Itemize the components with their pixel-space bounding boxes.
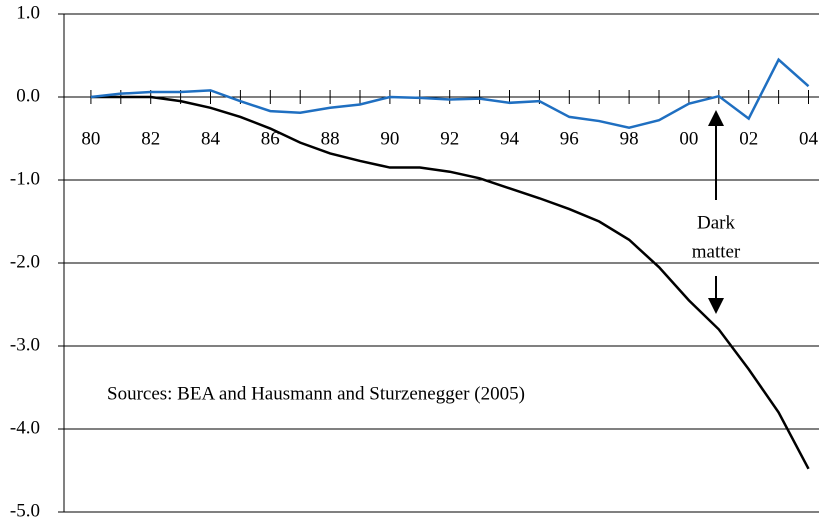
x-tick-label: 84 [201,128,221,149]
y-tick-label: -1.0 [10,168,40,189]
x-tick-label: 88 [321,128,340,149]
annotation: Dark [697,212,735,233]
x-tick-label: 94 [500,128,520,149]
x-tick-label: 98 [620,128,639,149]
x-tick-label: 86 [261,128,280,149]
x-tick-label: 82 [141,128,160,149]
y-tick-label: 1.0 [16,2,40,23]
line [90,57,810,129]
y-tick-label: -5.0 [10,500,40,521]
y-tick-label: -2.0 [10,251,40,272]
source: Sources: BEA and Hausmann and Sturzenegg… [107,383,525,404]
y-tick-label: -3.0 [10,334,40,355]
x-tick-label: 02 [739,128,758,149]
x-tick-label: 90 [380,128,399,149]
x-tick-label: 00 [679,128,698,149]
line [90,95,810,470]
x-tick-label: 80 [81,128,100,149]
annotation: matter [692,241,741,262]
x-tick-label: 92 [440,128,459,149]
x-tick-label: 96 [560,128,579,149]
y-tick-label: 0.0 [16,85,40,106]
y-tick-label: -4.0 [10,417,40,438]
x-tick-label: 04 [799,128,819,149]
